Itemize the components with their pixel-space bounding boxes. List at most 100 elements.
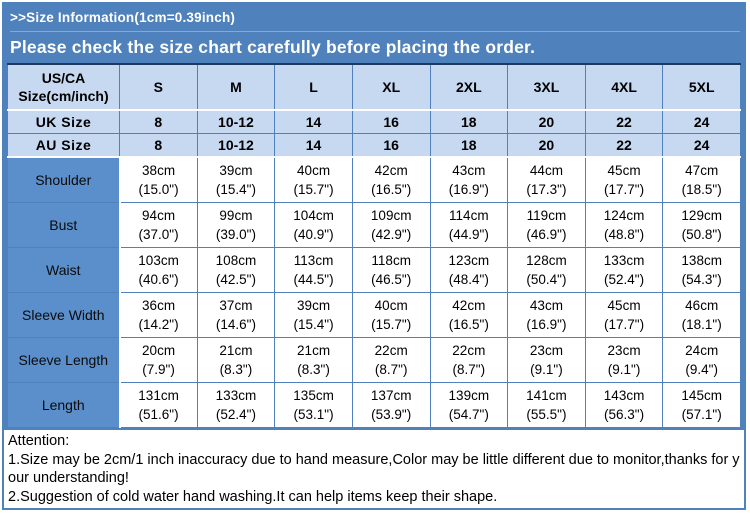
measurement-cell: 21cm (8.3") [196, 337, 276, 383]
measurement-cell: 99cm (39.0") [196, 202, 276, 248]
measurement-cell: 109cm (42.9") [351, 202, 431, 248]
measurement-cell: 37cm (14.6") [196, 292, 276, 338]
value-inch: (46.5") [371, 272, 412, 287]
size-value-cell: 10-12 [196, 133, 276, 158]
measurement-cell: 44cm (17.3") [507, 156, 586, 203]
value-cm: 119cm [526, 208, 567, 223]
measurement-label-sleeve-width: Sleeve Width [7, 292, 121, 338]
size-column-header-4xl: 4XL [584, 63, 664, 111]
value-inch: (40.9") [293, 227, 334, 242]
row-au-size: AU Size 8 10-12 14 16 18 20 22 24 [7, 133, 741, 158]
measurement-cell: 24cm (9.4") [662, 337, 741, 383]
measurement-cell: 23cm (9.1") [507, 337, 586, 383]
value-cm: 39cm [297, 298, 331, 313]
measurement-cell: 113cm (44.5") [274, 247, 353, 293]
size-column-header-5xl: 5XL [662, 63, 741, 111]
measurement-cell: 124cm (48.8") [584, 202, 664, 248]
note-line-1: 1.Size may be 2cm/1 inch inaccuracy due … [8, 451, 740, 487]
value-cm: 43cm [452, 163, 486, 178]
value-cm: 109cm [370, 208, 412, 223]
value-inch: (50.4") [526, 272, 567, 287]
size-value-cell: 20 [507, 109, 586, 134]
size-value-cell: 22 [584, 133, 664, 158]
banner-subtitle: Please check the size chart carefully be… [10, 37, 536, 57]
measurement-cell: 46cm (18.1") [662, 292, 741, 338]
banner: >>Size Information(1cm=0.39inch) Please … [4, 4, 744, 62]
value-cm: 46cm [685, 298, 719, 313]
measurement-cell: 43cm (16.9") [429, 156, 509, 203]
value-inch: (50.8") [681, 227, 722, 242]
value-inch: (57.1") [681, 407, 722, 422]
value-inch: (55.5") [526, 407, 567, 422]
measurement-cell: 22cm (8.7") [429, 337, 509, 383]
measurement-cell: 43cm (16.9") [507, 292, 586, 338]
measurement-cell: 118cm (46.5") [351, 247, 431, 293]
measurement-cell: 21cm (8.3") [274, 337, 353, 383]
measurement-label-sleeve-length: Sleeve Length [7, 337, 121, 383]
value-cm: 23cm [529, 343, 563, 358]
row-sleeve-length: Sleeve Length 20cm (7.9") 21cm (8.3") 21cm (8.… [7, 337, 741, 383]
measurement-label-shoulder: Shoulder [7, 156, 121, 203]
value-inch: (16.9") [526, 317, 567, 332]
measurement-cell: 39cm (15.4") [196, 156, 276, 203]
value-cm: 104cm [293, 208, 334, 223]
value-inch: (44.5") [293, 272, 334, 287]
value-inch: (8.7") [374, 362, 408, 377]
value-cm: 114cm [449, 208, 489, 223]
measurement-label-bust: Bust [7, 202, 121, 248]
size-value-cell: 16 [351, 109, 431, 134]
value-cm: 113cm [293, 253, 334, 268]
value-inch: (53.9") [371, 407, 412, 422]
row-sleeve-width: Sleeve Width 36cm (14.2") 37cm (14.6") 39cm (1… [7, 292, 741, 338]
row-length: Length 131cm (51.6") 133cm (52.4") 135cm (53.1… [7, 382, 741, 428]
value-cm: 40cm [297, 163, 331, 178]
value-inch: (8.3") [297, 362, 330, 377]
measurement-cell: 108cm (42.5") [196, 247, 276, 293]
value-cm: 38cm [142, 163, 176, 178]
value-cm: 103cm [138, 253, 179, 268]
row-bust: Bust 94cm (37.0") 99cm (39.0") 104cm (40.9") 10… [7, 202, 741, 248]
value-inch: (40.6") [138, 272, 179, 287]
note-line-2: 2.Suggestion of cold water hand washing.… [8, 488, 498, 505]
size-column-header-l: L [274, 63, 353, 111]
measurement-label-waist: Waist [7, 247, 121, 293]
value-inch: (48.8") [604, 227, 645, 242]
value-cm: 22cm [374, 343, 408, 358]
size-column-header-s: S [119, 63, 198, 111]
measurement-cell: 36cm (14.2") [119, 292, 198, 338]
measurement-cell: 47cm (18.5") [662, 156, 741, 203]
measurement-cell: 129cm (50.8") [662, 202, 741, 248]
value-inch: (18.1") [681, 317, 722, 332]
measurement-cell: 45cm (17.7") [584, 292, 664, 338]
size-value-cell: 10-12 [196, 109, 276, 134]
value-cm: 44cm [529, 163, 563, 178]
value-inch: (16.5") [371, 182, 412, 197]
value-cm: 45cm [607, 298, 641, 313]
value-inch: (17.7") [604, 182, 645, 197]
value-inch: (42.5") [215, 272, 256, 287]
value-cm: 135cm [293, 388, 334, 403]
value-inch: (15.7") [371, 317, 412, 332]
value-cm: 36cm [142, 298, 176, 313]
measurement-cell: 133cm (52.4") [584, 247, 664, 293]
value-cm: 129cm [681, 208, 722, 223]
value-inch: (8.3") [219, 362, 253, 377]
measurement-cell: 128cm (50.4") [507, 247, 586, 293]
measurement-cell: 45cm (17.7") [584, 156, 664, 203]
value-inch: (39.0") [215, 227, 256, 242]
value-cm: 42cm [374, 163, 408, 178]
size-table-wrap: US/CA Size(cm/inch) S M L XL 2XL 3XL 4XL 5XL UK … [4, 62, 744, 430]
value-inch: (56.3") [604, 407, 645, 422]
value-inch: (14.2") [138, 317, 179, 332]
size-table-body: UK Size 8 10-12 14 16 18 20 22 24 AU Size 8 10-12 14… [7, 109, 741, 428]
size-column-header-2xl: 2XL [429, 63, 509, 111]
value-cm: 99cm [219, 208, 253, 223]
value-cm: 139cm [448, 388, 490, 403]
value-inch: (17.3") [526, 182, 567, 197]
value-inch: (17.7") [604, 317, 645, 332]
measurement-cell: 40cm (15.7") [351, 292, 431, 338]
attention-notes: Attention: 1.Size may be 2cm/1 inch inac… [4, 430, 744, 506]
measurement-cell: 104cm (40.9") [274, 202, 353, 248]
value-cm: 37cm [219, 298, 253, 313]
size-value-cell: 22 [584, 109, 664, 134]
